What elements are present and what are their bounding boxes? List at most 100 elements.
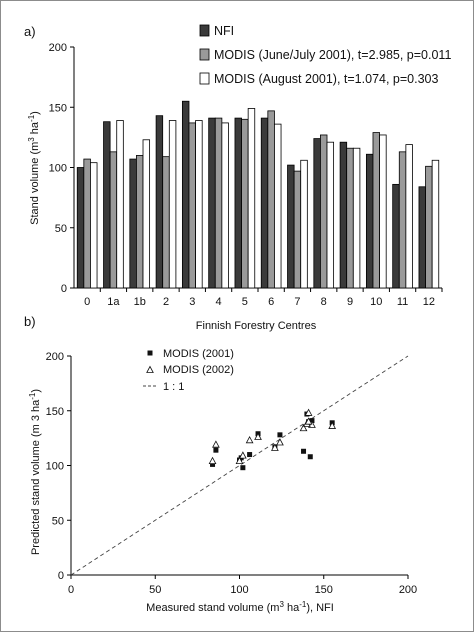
scatter-point-triangle: [208, 456, 217, 465]
scatter-point-square: [210, 461, 216, 467]
bar: [247, 108, 256, 289]
bar-chart-axes: 0 50 100 150 200 0 1a 1b 2 3 4 5 6 7 8 9 10 11 12: [49, 42, 443, 308]
scatter-x-tick-label: 100: [230, 584, 248, 596]
scatter-y-tick-label: 150: [46, 406, 64, 418]
bar-chart-y-axis-label: Stand volume (m3 ha-1): [27, 111, 41, 225]
scatter-x-tick-label: 50: [149, 584, 161, 596]
bar: [260, 117, 269, 289]
bar: [398, 151, 407, 289]
bar: [234, 117, 242, 289]
legend-swatch: [199, 24, 210, 37]
bar: [352, 147, 361, 289]
bar-x-tick-label: 3: [189, 296, 195, 308]
bar: [168, 120, 177, 289]
legend-entry-label: MODIS (June/July 2001), t=2.985, p=0.011: [214, 48, 451, 62]
bar: [418, 186, 426, 289]
bar: [326, 141, 335, 289]
bar: [274, 123, 282, 289]
bar-y-tick-label: 50: [55, 223, 67, 235]
bar: [136, 155, 144, 289]
panel-label-b: b): [24, 314, 36, 329]
bar-x-tick-label: 12: [423, 296, 435, 308]
legend-swatch: [199, 48, 210, 61]
bar: [90, 162, 98, 289]
bar-x-tick-label: 4: [216, 296, 222, 308]
scatter-y-tick-label: 200: [46, 351, 64, 363]
bar: [339, 141, 348, 289]
bar: [365, 153, 374, 289]
bar: [287, 164, 295, 289]
bar: [267, 110, 275, 289]
scatter-point-square: [307, 454, 313, 460]
bar: [313, 138, 321, 289]
bar: [129, 158, 137, 289]
bar-chart-bars: [76, 100, 440, 289]
bar-x-tick-label: 1a: [107, 296, 120, 308]
bar: [320, 134, 328, 289]
scatter-point-triangle: [245, 435, 254, 444]
bar: [162, 156, 170, 289]
scatter-point-triangle: [271, 443, 279, 451]
bar-x-tick-label: 7: [294, 296, 300, 308]
legend-triangle-marker: [146, 365, 154, 373]
scatter-point-triangle: [299, 423, 308, 432]
scatter-point-triangle: [239, 451, 247, 459]
bar: [116, 120, 124, 289]
bar-chart-legend: NFI MODIS (June/July 2001), t=2.985, p=0.…: [199, 24, 451, 86]
scatter-point-triangle: [304, 408, 313, 416]
bar: [109, 151, 118, 289]
bar: [425, 165, 433, 289]
legend-swatch: [199, 72, 210, 85]
bar-x-tick-label: 0: [84, 296, 90, 308]
scatter-legend: MODIS (2001) MODIS (2002) 1 : 1: [143, 348, 234, 393]
scatter-point-triangle: [212, 440, 220, 448]
bar: [241, 118, 249, 289]
legend-entry-label: MODIS (2001): [163, 348, 234, 360]
scatter-point-square: [309, 418, 315, 424]
legend-entry-label: 1 : 1: [163, 381, 184, 393]
one-to-one-line: [70, 355, 409, 576]
bar: [372, 132, 380, 289]
legend-entry-label: NFI: [214, 24, 234, 38]
scatter-x-tick-label: 150: [315, 584, 333, 596]
bar-x-tick-label: 6: [268, 296, 274, 308]
bar: [405, 144, 413, 289]
scatter-point-square: [240, 465, 246, 471]
scatter-y-tick-label: 0: [58, 570, 64, 582]
bar: [293, 170, 302, 289]
bar-y-tick-label: 100: [49, 163, 67, 175]
bar: [76, 167, 85, 289]
scatter-y-tick-label: 50: [52, 515, 64, 527]
scatter-y-tick-label: 100: [46, 461, 64, 473]
bar: [103, 121, 111, 289]
legend-entry-label: MODIS (2002): [163, 364, 234, 376]
scatter-point-triangle: [276, 438, 284, 446]
bar: [379, 134, 387, 289]
scatter-point-square: [277, 432, 283, 438]
scatter-point-square: [213, 447, 219, 453]
bar: [142, 139, 151, 289]
legend-entry-label: MODIS (August 2001), t=1.074, p=0.303: [214, 72, 438, 86]
scatter-point-triangle: [328, 421, 337, 429]
scatter-point-triangle: [235, 456, 244, 465]
scatter-axes: 0 50 100 150 200 0 50 100 150 200: [46, 351, 418, 596]
panel-label-a: a): [24, 24, 36, 39]
bar-x-tick-label: 8: [321, 296, 327, 308]
scatter-point-triangle: [254, 432, 262, 440]
bar: [214, 117, 223, 289]
bar: [221, 122, 229, 289]
bar-y-tick-label: 200: [49, 42, 67, 54]
bar-x-tick-label: 10: [370, 296, 382, 308]
bar: [392, 183, 400, 289]
bar-y-tick-label: 0: [61, 283, 67, 295]
bar-y-tick-label: 150: [49, 102, 67, 114]
bar-x-tick-label: 11: [397, 296, 408, 308]
bar: [208, 117, 216, 289]
bar-x-tick-label: 5: [242, 296, 248, 308]
scatter-x-tick-label: 0: [68, 584, 74, 596]
scatter-x-axis-label: Measured stand volume (m3 ha-1), NFI: [146, 600, 334, 614]
bar: [181, 100, 190, 289]
legend-square-marker: [147, 350, 153, 356]
bar-x-tick-label: 2: [163, 296, 169, 308]
